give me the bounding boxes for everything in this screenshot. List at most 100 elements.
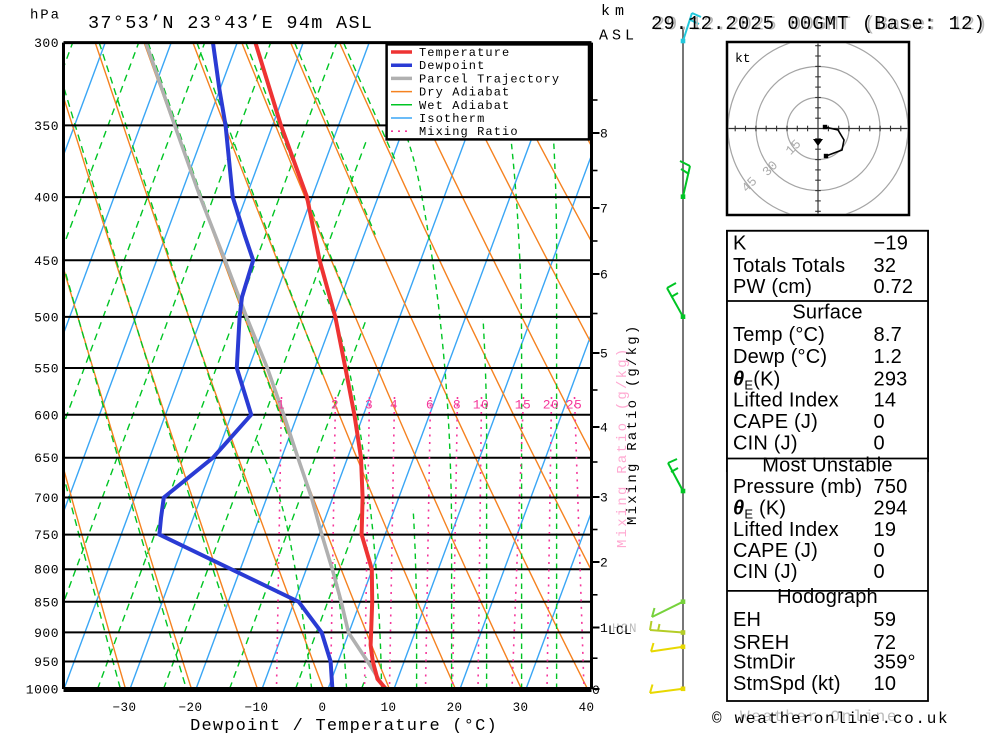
svg-text:600: 600 — [34, 408, 59, 423]
svg-text:2: 2 — [600, 556, 608, 571]
svg-text:293: 293 — [874, 369, 908, 391]
svg-text:294: 294 — [874, 498, 908, 520]
svg-text:500: 500 — [34, 310, 59, 325]
svg-text:400: 400 — [34, 191, 59, 206]
svg-text:© weatheronline.co.uk: © weatheronline.co.uk — [712, 710, 949, 728]
svg-text:8.7: 8.7 — [874, 324, 902, 346]
svg-text:−30: −30 — [113, 701, 137, 715]
svg-text:1.2: 1.2 — [874, 346, 902, 368]
svg-text:3: 3 — [365, 398, 373, 413]
svg-text:4: 4 — [390, 398, 398, 413]
svg-text:PW (cm): PW (cm) — [733, 276, 812, 298]
svg-text:37°53’N 23°43’E 94m ASL: 37°53’N 23°43’E 94m ASL — [88, 13, 373, 34]
svg-text:8: 8 — [600, 127, 608, 142]
svg-text:7: 7 — [600, 202, 608, 217]
svg-text:−19: −19 — [874, 233, 909, 255]
svg-text:15: 15 — [515, 398, 532, 413]
svg-text:θE (K): θE (K) — [733, 498, 786, 522]
svg-text:Surface: Surface — [792, 302, 862, 324]
svg-text:Lifted Index: Lifted Index — [733, 519, 839, 541]
svg-text:Mixing Ratio (g/kg): Mixing Ratio (g/kg) — [625, 324, 641, 525]
svg-text:Hodograph: Hodograph — [777, 586, 878, 608]
svg-text:Parcel Trajectory: Parcel Trajectory — [419, 72, 560, 86]
svg-text:29.12.2025 00GMT (Base: 12): 29.12.2025 00GMT (Base: 12) — [651, 13, 986, 35]
svg-text:40: 40 — [579, 701, 595, 715]
svg-text:hPa: hPa — [30, 8, 61, 24]
svg-text:450: 450 — [34, 254, 59, 269]
svg-text:0: 0 — [874, 433, 885, 455]
svg-text:SREH: SREH — [733, 632, 789, 654]
svg-text:CAPE (J): CAPE (J) — [733, 540, 818, 562]
svg-text:1000: 1000 — [26, 683, 59, 698]
svg-text:650: 650 — [34, 451, 59, 466]
svg-text:4: 4 — [600, 421, 608, 436]
svg-text:EH: EH — [733, 609, 761, 631]
svg-text:14: 14 — [874, 390, 897, 412]
svg-text:Dry Adiabat: Dry Adiabat — [419, 86, 510, 100]
svg-text:Dewpoint: Dewpoint — [419, 59, 485, 73]
svg-text:300: 300 — [34, 36, 59, 51]
svg-text:Wet Adiabat: Wet Adiabat — [419, 99, 510, 113]
svg-text:900: 900 — [34, 626, 59, 641]
svg-text:750: 750 — [874, 476, 908, 498]
svg-text:800: 800 — [34, 563, 59, 578]
svg-text:Most Unstable: Most Unstable — [762, 455, 892, 477]
svg-text:0: 0 — [874, 540, 885, 562]
svg-text:550: 550 — [34, 362, 59, 377]
svg-text:−10: −10 — [245, 701, 269, 715]
svg-text:19: 19 — [874, 519, 897, 541]
svg-text:20: 20 — [543, 398, 560, 413]
svg-text:30: 30 — [513, 701, 529, 715]
svg-text:K: K — [733, 233, 747, 255]
svg-text:3: 3 — [600, 491, 608, 506]
svg-text:kt: kt — [735, 51, 751, 66]
svg-text:0: 0 — [319, 701, 327, 715]
svg-text:72: 72 — [874, 632, 897, 654]
svg-text:29.12.2025 00GMT (Base: 12): 29.12.2025 00GMT (Base: 12) — [654, 14, 989, 36]
svg-text:Mixing Ratio: Mixing Ratio — [419, 125, 519, 139]
svg-text:Temperature: Temperature — [419, 46, 510, 60]
svg-text:32: 32 — [874, 255, 897, 277]
svg-text:2: 2 — [331, 398, 339, 413]
svg-text:StmSpd (kt): StmSpd (kt) — [733, 673, 841, 695]
svg-text:Totals Totals: Totals Totals — [733, 255, 845, 277]
svg-text:0.72: 0.72 — [874, 276, 914, 298]
svg-text:CIN (J): CIN (J) — [733, 433, 798, 455]
svg-text:5: 5 — [600, 347, 608, 362]
svg-text:0: 0 — [592, 683, 600, 698]
svg-text:950: 950 — [34, 655, 59, 670]
svg-text:750: 750 — [34, 528, 59, 543]
svg-text:Dewp (°C): Dewp (°C) — [733, 346, 827, 368]
svg-text:0: 0 — [874, 561, 885, 583]
svg-text:θE(K): θE(K) — [733, 369, 781, 393]
svg-text:6: 6 — [600, 268, 608, 283]
svg-text:Weather Online: Weather Online — [740, 708, 898, 726]
svg-text:−20: −20 — [179, 701, 203, 715]
svg-text:25: 25 — [566, 398, 583, 413]
svg-text:StmDir: StmDir — [733, 652, 795, 674]
svg-text:LCL: LCL — [608, 624, 632, 638]
svg-text:8: 8 — [453, 398, 461, 413]
svg-text:Isotherm: Isotherm — [419, 112, 485, 126]
svg-text:350: 350 — [34, 119, 59, 134]
svg-text:Pressure (mb): Pressure (mb) — [733, 476, 862, 498]
svg-text:700: 700 — [34, 491, 59, 506]
svg-text:Lifted Index: Lifted Index — [733, 390, 839, 412]
svg-text:359°: 359° — [874, 652, 916, 674]
svg-text:CIN (J): CIN (J) — [733, 561, 798, 583]
svg-text:10: 10 — [473, 398, 490, 413]
svg-text:Mixing Ratio (g/kg): Mixing Ratio (g/kg) — [615, 347, 631, 548]
svg-text:Temp (°C): Temp (°C) — [733, 324, 825, 346]
svg-text:HCN: HCN — [612, 622, 638, 636]
svg-text:10: 10 — [874, 673, 897, 695]
svg-text:ASL: ASL — [599, 28, 638, 45]
svg-text:10: 10 — [381, 701, 397, 715]
svg-text:Dewpoint / Temperature (°C): Dewpoint / Temperature (°C) — [190, 717, 498, 733]
svg-text:850: 850 — [34, 595, 59, 610]
svg-text:km: km — [601, 3, 629, 20]
svg-text:1: 1 — [277, 398, 285, 413]
svg-text:20: 20 — [447, 701, 463, 715]
svg-text:1: 1 — [600, 621, 608, 636]
svg-text:CAPE (J): CAPE (J) — [733, 411, 818, 433]
svg-text:6: 6 — [426, 398, 434, 413]
